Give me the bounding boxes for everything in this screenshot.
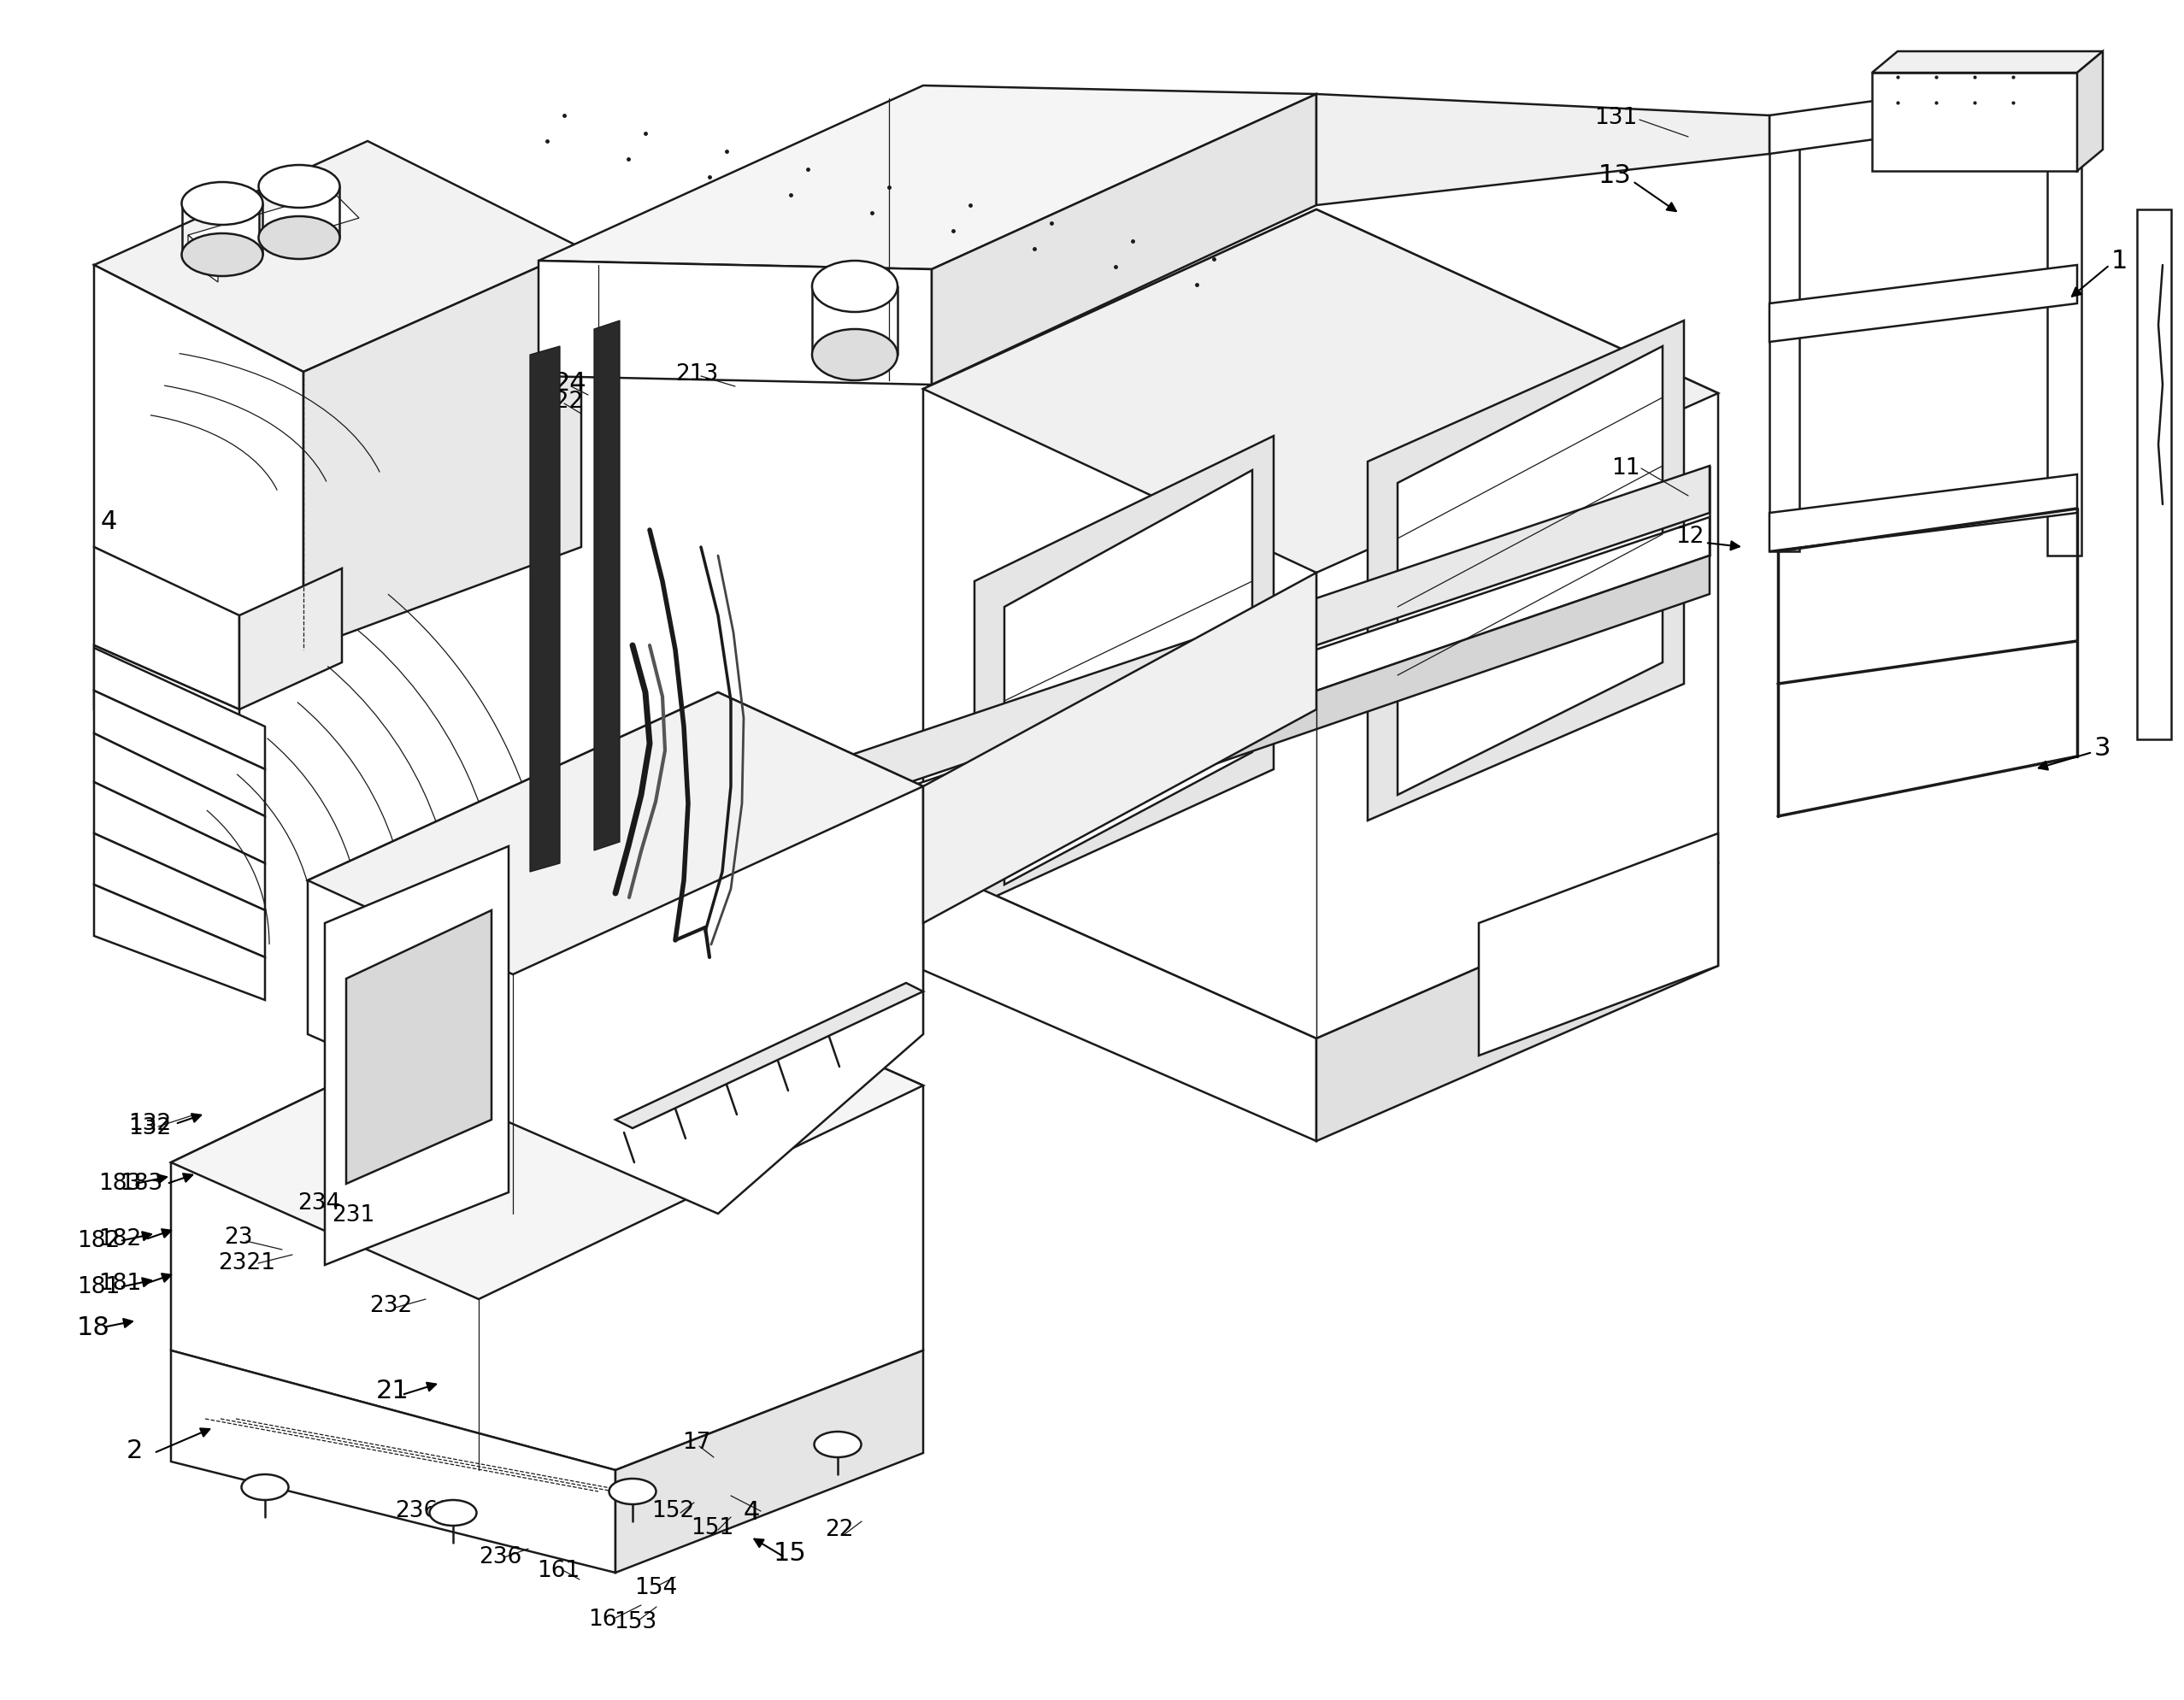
Polygon shape bbox=[1872, 51, 2103, 73]
Polygon shape bbox=[94, 646, 240, 768]
Polygon shape bbox=[94, 648, 264, 768]
Text: 17: 17 bbox=[681, 1431, 710, 1453]
Polygon shape bbox=[924, 209, 1719, 573]
Polygon shape bbox=[594, 321, 620, 850]
Polygon shape bbox=[170, 949, 924, 1470]
Polygon shape bbox=[94, 833, 264, 957]
Polygon shape bbox=[2077, 51, 2103, 172]
Polygon shape bbox=[1769, 474, 2077, 551]
Text: 181: 181 bbox=[76, 1277, 120, 1299]
Ellipse shape bbox=[258, 216, 341, 258]
Text: 11: 11 bbox=[1612, 457, 1640, 479]
Ellipse shape bbox=[812, 260, 898, 313]
Polygon shape bbox=[188, 235, 218, 282]
Text: 181: 181 bbox=[98, 1273, 142, 1295]
Polygon shape bbox=[924, 209, 1719, 1039]
Text: 183: 183 bbox=[120, 1173, 162, 1195]
Text: 236: 236 bbox=[478, 1547, 522, 1569]
Polygon shape bbox=[616, 983, 924, 1129]
Polygon shape bbox=[325, 847, 509, 1265]
Text: 21: 21 bbox=[376, 1379, 408, 1404]
Text: 15: 15 bbox=[773, 1542, 806, 1566]
Text: 23: 23 bbox=[225, 1226, 253, 1250]
Text: 213: 213 bbox=[675, 364, 719, 386]
Polygon shape bbox=[94, 265, 304, 649]
Polygon shape bbox=[94, 733, 264, 864]
Text: 222: 222 bbox=[539, 391, 583, 413]
Polygon shape bbox=[539, 85, 1317, 269]
Polygon shape bbox=[188, 192, 358, 260]
Polygon shape bbox=[347, 910, 491, 1183]
Text: 132: 132 bbox=[129, 1114, 170, 1136]
Polygon shape bbox=[1317, 93, 1769, 206]
Ellipse shape bbox=[609, 1479, 655, 1504]
Text: 182: 182 bbox=[76, 1229, 120, 1253]
Polygon shape bbox=[1367, 321, 1684, 821]
Polygon shape bbox=[1769, 116, 1800, 551]
Polygon shape bbox=[170, 1350, 616, 1572]
Polygon shape bbox=[539, 260, 933, 384]
Polygon shape bbox=[2046, 73, 2081, 556]
Text: 2: 2 bbox=[127, 1438, 144, 1464]
Text: 183: 183 bbox=[98, 1173, 142, 1195]
Polygon shape bbox=[170, 949, 924, 1299]
Ellipse shape bbox=[258, 165, 341, 207]
Polygon shape bbox=[304, 248, 581, 649]
Ellipse shape bbox=[181, 182, 262, 224]
Polygon shape bbox=[94, 690, 264, 816]
Ellipse shape bbox=[181, 233, 262, 275]
Polygon shape bbox=[478, 466, 1710, 928]
Ellipse shape bbox=[815, 1431, 860, 1457]
Text: 151: 151 bbox=[690, 1516, 734, 1538]
Text: 132: 132 bbox=[129, 1117, 170, 1139]
Polygon shape bbox=[1872, 73, 2077, 172]
Polygon shape bbox=[308, 692, 924, 974]
Polygon shape bbox=[1769, 265, 2077, 342]
Polygon shape bbox=[1769, 73, 2077, 153]
Polygon shape bbox=[1317, 864, 1719, 1141]
Polygon shape bbox=[2136, 209, 2171, 739]
Ellipse shape bbox=[812, 330, 898, 381]
Polygon shape bbox=[924, 864, 1317, 1141]
Polygon shape bbox=[94, 884, 264, 1000]
Text: 2321: 2321 bbox=[218, 1253, 275, 1275]
Polygon shape bbox=[478, 517, 1710, 979]
Polygon shape bbox=[94, 141, 581, 372]
Text: 18: 18 bbox=[76, 1316, 109, 1340]
Polygon shape bbox=[1005, 471, 1251, 884]
Text: 22: 22 bbox=[826, 1518, 854, 1540]
Polygon shape bbox=[308, 692, 924, 1214]
Ellipse shape bbox=[242, 1474, 288, 1499]
Text: 12: 12 bbox=[1675, 525, 1704, 547]
Text: 232: 232 bbox=[369, 1295, 413, 1317]
Polygon shape bbox=[1398, 347, 1662, 796]
Text: 4: 4 bbox=[745, 1501, 760, 1525]
Polygon shape bbox=[531, 347, 559, 872]
Text: 3: 3 bbox=[2094, 736, 2112, 760]
Polygon shape bbox=[1479, 833, 1719, 1056]
Text: 231: 231 bbox=[332, 1204, 376, 1226]
Polygon shape bbox=[240, 568, 343, 709]
Text: 153: 153 bbox=[614, 1612, 657, 1634]
Text: 24: 24 bbox=[555, 371, 587, 396]
Polygon shape bbox=[616, 1350, 924, 1572]
Polygon shape bbox=[94, 547, 240, 709]
Polygon shape bbox=[478, 556, 1710, 1017]
Text: 2361: 2361 bbox=[395, 1499, 452, 1522]
Text: 4: 4 bbox=[100, 508, 118, 534]
Text: 234: 234 bbox=[297, 1192, 341, 1214]
Text: 152: 152 bbox=[651, 1499, 695, 1522]
Text: 131: 131 bbox=[1594, 107, 1638, 129]
Polygon shape bbox=[94, 782, 264, 910]
Text: 16: 16 bbox=[587, 1608, 616, 1630]
Text: 182: 182 bbox=[98, 1227, 142, 1251]
Polygon shape bbox=[974, 435, 1273, 906]
Polygon shape bbox=[924, 573, 1317, 923]
Text: 13: 13 bbox=[1599, 163, 1631, 187]
Polygon shape bbox=[933, 93, 1317, 384]
Text: 161: 161 bbox=[537, 1561, 579, 1583]
Text: 154: 154 bbox=[633, 1578, 677, 1600]
Ellipse shape bbox=[430, 1499, 476, 1525]
Text: 1: 1 bbox=[2112, 248, 2127, 274]
